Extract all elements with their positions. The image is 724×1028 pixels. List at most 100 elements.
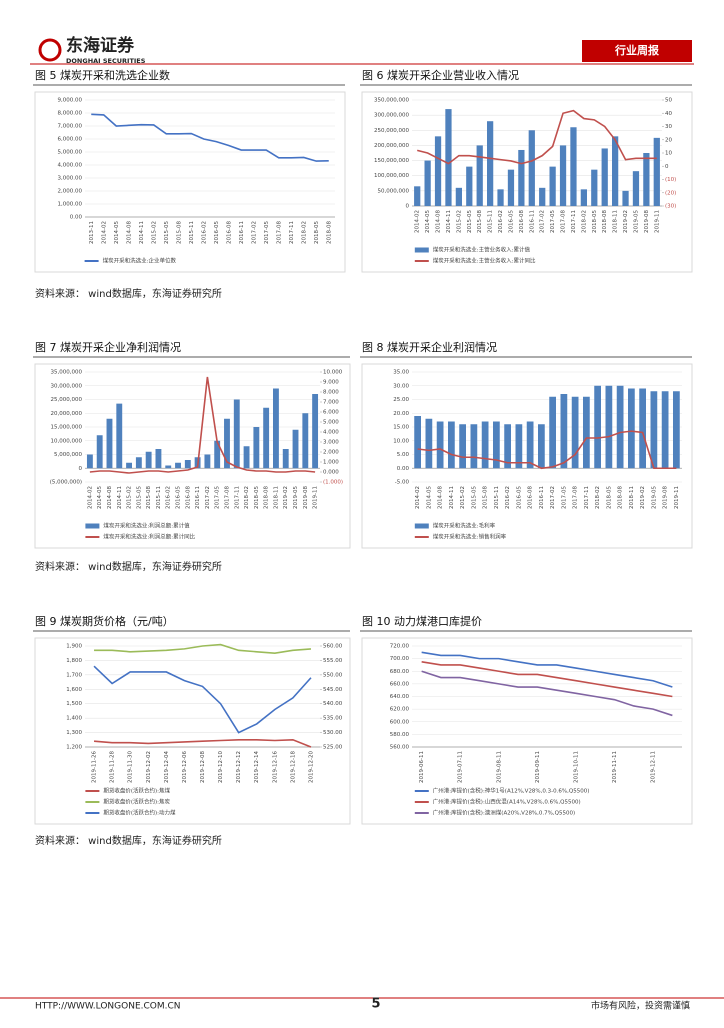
logo: 东海证券 <box>66 35 135 56</box>
chart-frame <box>34 637 351 825</box>
x-tick-label: 2019-09-11 <box>535 751 541 783</box>
x-tick-label: 2016-11 <box>239 221 245 244</box>
legend-label: 广州港:库提价(含税):山西优混(A14%,V28%,0.6%,Q5500) <box>433 798 581 806</box>
x-tick-label: 2017-02 <box>251 221 257 244</box>
x-tick-label: 2016-02 <box>505 486 511 509</box>
x-tick-label: 2018-11 <box>273 486 279 509</box>
y-tick-label: 30.00 <box>393 383 409 389</box>
x-tick-label: 2014-05 <box>425 210 431 233</box>
x-tick-label: 2018-08 <box>326 221 332 244</box>
y2-tick-label: 4.000 <box>323 430 339 436</box>
source: 资料来源： wind数据库，东海证券研究所 <box>35 560 222 573</box>
x-tick-label: 2014-08 <box>438 486 444 509</box>
x-tick-label: 2015-02 <box>127 486 133 509</box>
x-tick-label: 2019-07-11 <box>458 751 464 783</box>
y2-tick-label: 1.000 <box>323 460 339 466</box>
bar <box>292 429 299 469</box>
x-tick-label: 2018-02 <box>595 486 601 509</box>
bar <box>155 449 162 469</box>
y-tick-label: 35.00 <box>393 370 409 376</box>
x-tick-label: 2015-08 <box>176 221 182 244</box>
bar <box>455 187 462 206</box>
bar <box>312 394 319 469</box>
y-tick-label: 1,800 <box>66 658 82 664</box>
x-tick-label: 2016-08 <box>185 486 191 509</box>
y-tick-label: 560.00 <box>390 745 410 751</box>
figure-title: 图 6 煤炭开采企业营业收入情况 <box>362 68 519 82</box>
y2-tick-label: 550.00 <box>323 672 343 678</box>
x-tick-label: 2018-05 <box>254 486 260 509</box>
bar <box>116 403 123 469</box>
x-tick-label: 2014-02 <box>101 221 107 244</box>
bar <box>263 407 270 469</box>
bar <box>673 391 680 469</box>
y-tick-label: 1,400 <box>66 716 82 722</box>
x-tick-label: 2015-08 <box>483 486 489 509</box>
bar <box>273 388 279 469</box>
bar <box>507 169 515 206</box>
legend-label: 期货收盘价(活跃合约):焦炭 <box>103 798 170 806</box>
x-tick-label: 2016-02 <box>498 210 504 233</box>
x-tick-label: 2019-08 <box>644 210 650 233</box>
y-tick-label: 350,000,000 <box>374 98 409 104</box>
bar <box>570 127 577 206</box>
x-tick-label: 2014-05 <box>97 486 103 509</box>
y-tick-label: 8,000.00 <box>58 111 83 117</box>
bar <box>445 109 452 206</box>
x-tick-label: 2017-08 <box>276 221 282 244</box>
y2-tick-label: (10) <box>665 177 676 183</box>
bar <box>612 136 619 206</box>
series-line <box>421 670 673 717</box>
legend-label: 煤炭开采和洗选业:主营业务收入:累计同比 <box>433 257 536 265</box>
logo-en: DONGHAI SECURITIES <box>66 57 146 65</box>
series-line <box>89 376 316 474</box>
x-tick-label: 2017-05 <box>550 210 556 233</box>
y-tick-label: 640.00 <box>390 694 410 700</box>
x-tick-label: 2015-05 <box>136 486 142 509</box>
y-tick-label: 0.00 <box>397 466 410 472</box>
figure: 图 9 煤炭期货价格（元/吨） 1,200 1,300 1,400 1,500 1,600… <box>33 614 351 825</box>
x-tick-label: 2019-11 <box>654 210 660 233</box>
x-tick-label: 2019-08-11 <box>496 751 502 783</box>
bar <box>476 145 483 206</box>
series-line <box>421 651 673 688</box>
x-tick-label: 2019-12-04 <box>164 751 170 783</box>
legend-label: 煤炭开采和洗选业:主营业务收入:累计值 <box>433 246 531 254</box>
bar <box>528 130 535 206</box>
bar <box>632 171 640 206</box>
x-tick-label: 2019-12-11 <box>651 751 657 783</box>
y2-tick-label: 30 <box>665 124 672 130</box>
bar <box>639 388 646 469</box>
bar <box>605 385 613 469</box>
bar <box>497 189 504 206</box>
bar <box>466 166 473 206</box>
figure: 图 8 煤炭开采企业利润情况 -5.00 0.00 5.00 10.00 15.00 20.… <box>360 340 693 549</box>
x-tick-label: 2019-08 <box>303 486 309 509</box>
x-tick-label: 2018-02 <box>581 210 587 233</box>
y2-tick-label: 6.000 <box>323 410 339 416</box>
x-tick-label: 2019-12-06 <box>182 751 188 783</box>
bar <box>580 189 587 206</box>
x-tick-label: 2019-02 <box>283 486 289 509</box>
y2-tick-label: 0.000 <box>323 470 339 476</box>
legend-swatch <box>414 247 429 253</box>
y-tick-label: 720.00 <box>390 644 410 650</box>
y-tick-label: 1,300 <box>66 730 82 736</box>
y-tick-label: (5,000,000) <box>50 480 82 486</box>
y-tick-label: 150,000,000 <box>374 158 409 164</box>
y2-tick-label: 535.00 <box>323 716 343 722</box>
bar <box>470 424 478 469</box>
y-tick-label: 25,000,000 <box>51 397 83 403</box>
x-tick-label: 2019-12-16 <box>272 751 278 783</box>
header: 东海证券 DONGHAI SECURITIES 行业周报 <box>30 35 694 65</box>
bar <box>302 413 309 469</box>
y2-tick-label: 9.000 <box>323 380 339 386</box>
x-tick-label: 2017-11 <box>289 221 295 244</box>
y-tick-label: 20.00 <box>393 411 409 417</box>
y2-tick-label: 540.00 <box>323 701 343 707</box>
x-tick-label: 2014-02 <box>415 486 421 509</box>
y-tick-label: 6,000.00 <box>58 137 83 143</box>
bar <box>145 451 152 469</box>
x-tick-label: 2019-05 <box>293 486 299 509</box>
y-tick-label: 3,000.00 <box>58 176 83 182</box>
